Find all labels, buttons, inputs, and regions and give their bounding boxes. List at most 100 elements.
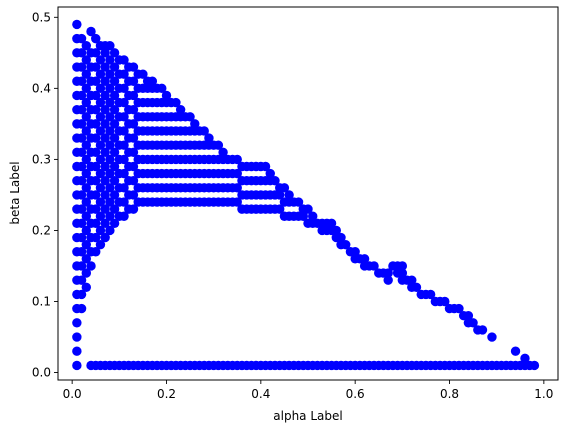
data-point [138,69,148,79]
data-point [76,147,87,157]
data-point [105,183,115,193]
data-point [275,204,285,214]
data-point [128,90,139,101]
data-point [76,62,87,72]
data-point [119,154,129,165]
data-point [95,112,106,122]
data-point [520,353,530,364]
plot-frame [57,6,559,381]
y-tick-label: 0.2 [32,223,51,237]
data-point [260,161,271,172]
data-point [81,239,92,250]
data-point [510,346,521,356]
x-axis-ticks: 0.0 0.2 0.4 0.6 0.8 1.0 [63,380,553,401]
data-point [91,33,101,44]
scatter-points [72,19,540,371]
data-point [91,247,101,257]
data-point [95,83,106,94]
data-point [76,275,87,285]
data-point [91,76,101,86]
data-point [100,190,110,200]
x-tick-label: 0.2 [157,387,176,401]
data-point [463,311,474,321]
data-point [487,332,497,342]
data-point [81,197,92,207]
data-point [109,176,120,186]
data-point [81,254,92,264]
data-point [265,168,275,179]
data-point [128,119,139,129]
data-point [383,275,393,285]
data-point [105,168,115,179]
x-tick-label: 0.8 [440,387,459,401]
data-point [76,289,87,300]
data-point [397,261,408,271]
data-point [91,147,101,157]
data-point [128,176,139,186]
data-point [81,97,92,108]
data-point [105,83,115,94]
data-point [119,55,129,65]
data-point [76,218,87,229]
data-point [109,204,120,214]
data-point [425,289,436,300]
data-point [91,161,101,172]
data-point [81,282,92,292]
data-point [303,204,313,214]
data-point [100,48,110,58]
data-point [284,190,294,200]
data-point [128,76,139,86]
data-point [109,90,120,101]
data-point [326,218,337,229]
data-point [119,168,129,179]
data-point [128,147,139,157]
data-point [81,168,92,179]
data-point [91,218,101,229]
data-point [81,154,92,165]
data-point [91,90,101,101]
data-point [119,112,129,122]
data-point [440,296,450,307]
data-point [95,154,106,165]
data-point [81,69,92,79]
y-tick-label: 0.5 [32,10,51,24]
y-axis-label: beta Label [8,161,22,224]
data-point [105,140,115,150]
data-point [105,211,115,221]
data-point [76,90,87,101]
data-point [100,176,110,186]
data-point [109,161,120,172]
data-point [81,268,92,278]
data-point [454,303,464,314]
data-point [86,26,96,37]
data-point [105,112,115,122]
data-point [270,176,280,186]
data-point [350,247,360,257]
data-point [341,239,351,250]
data-point [81,126,92,136]
data-point [72,318,82,328]
data-point [91,176,101,186]
data-point [76,303,87,314]
x-axis-label: alpha Label [273,409,342,423]
data-point [171,97,181,108]
data-point [213,140,224,150]
data-point [91,204,101,214]
data-point [105,41,115,51]
data-point [359,254,370,264]
data-point [383,268,393,278]
data-point [81,183,92,193]
data-point [81,211,92,221]
data-point [95,197,106,207]
data-point [105,225,115,236]
data-point [100,90,110,101]
data-point [128,133,139,143]
data-point [407,275,417,285]
data-point [81,140,92,150]
data-point [336,232,346,243]
data-point [95,168,106,179]
data-point [76,190,87,200]
data-point [95,55,106,65]
data-point [81,41,92,51]
data-point [232,183,242,193]
